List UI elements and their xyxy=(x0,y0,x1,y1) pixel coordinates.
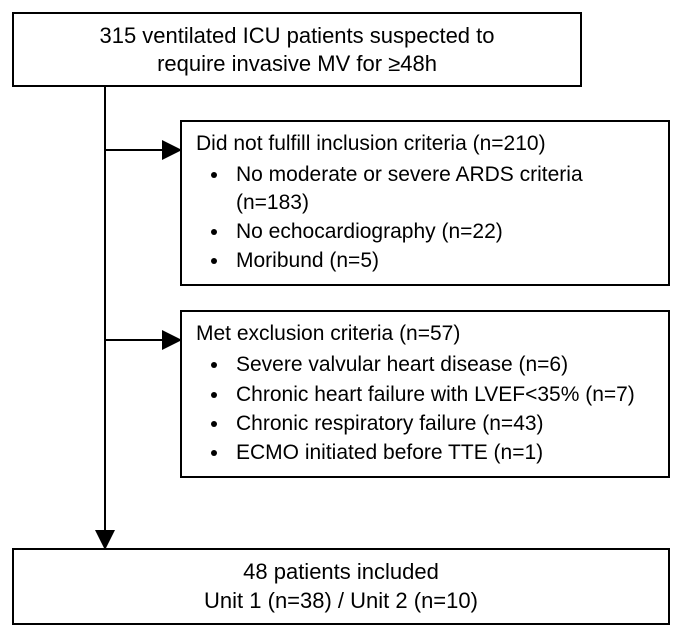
node-exclude-inclusion: Did not fulfill inclusion criteria (n=21… xyxy=(180,120,670,286)
node-end: 48 patients included Unit 1 (n=38) / Uni… xyxy=(12,548,670,625)
list-item: Severe valvular heart disease (n=6) xyxy=(230,351,654,378)
node-exclude-exclusion: Met exclusion criteria (n=57) Severe val… xyxy=(180,310,670,478)
exclude1-heading: Did not fulfill inclusion criteria (n=21… xyxy=(196,130,654,157)
list-item: ECMO initiated before TTE (n=1) xyxy=(230,439,654,466)
list-item: Chronic heart failure with LVEF<35% (n=7… xyxy=(230,381,654,408)
exclude2-heading: Met exclusion criteria (n=57) xyxy=(196,320,654,347)
node-start: 315 ventilated ICU patients suspected to… xyxy=(12,12,582,87)
end-line1: 48 patients included xyxy=(243,559,439,584)
start-line2: require invasive MV for ≥48h xyxy=(157,51,437,76)
flowchart-canvas: 315 ventilated ICU patients suspected to… xyxy=(0,0,685,641)
list-item: Chronic respiratory failure (n=43) xyxy=(230,410,654,437)
end-line2: Unit 1 (n=38) / Unit 2 (n=10) xyxy=(204,588,478,613)
list-item: Moribund (n=5) xyxy=(230,247,654,274)
list-item: No echocardiography (n=22) xyxy=(230,218,654,245)
start-line1: 315 ventilated ICU patients suspected to xyxy=(99,23,494,48)
exclude2-bullets: Severe valvular heart disease (n=6) Chro… xyxy=(196,351,654,466)
list-item: No moderate or severe ARDS criteria (n=1… xyxy=(230,161,654,216)
exclude1-bullets: No moderate or severe ARDS criteria (n=1… xyxy=(196,161,654,274)
